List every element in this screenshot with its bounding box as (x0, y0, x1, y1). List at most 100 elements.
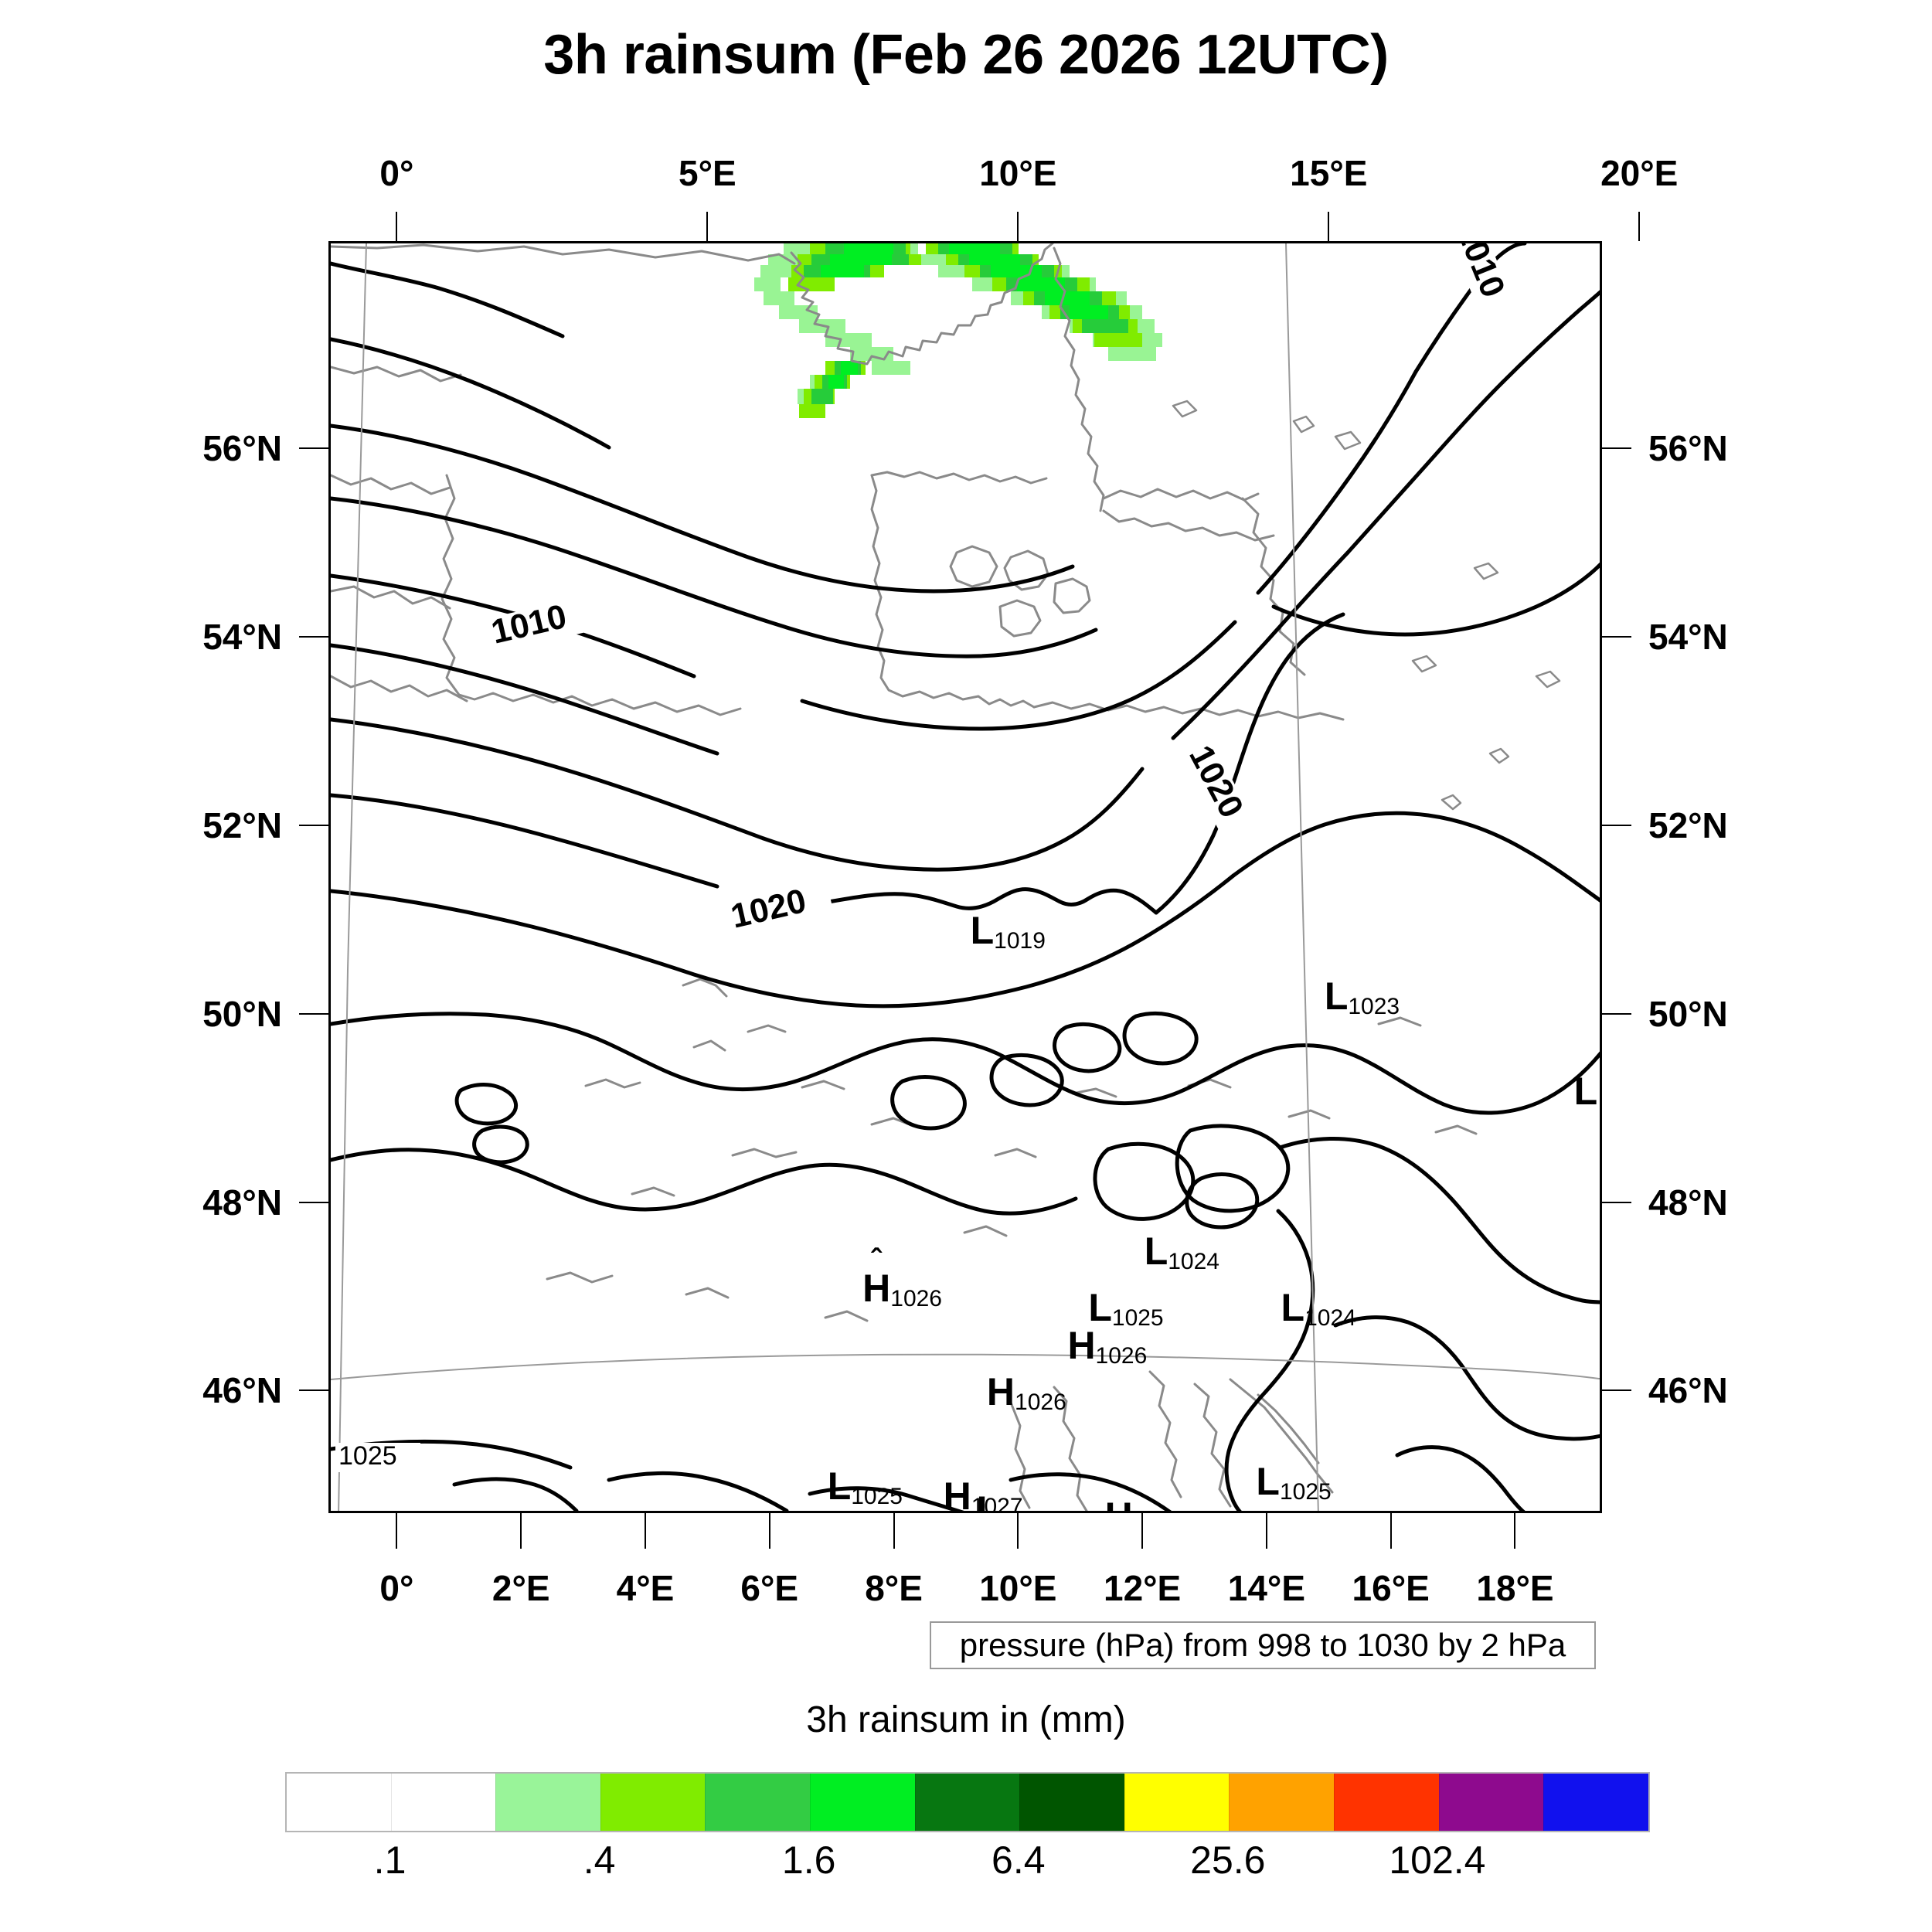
lon-label-bottom: 16°E (1352, 1568, 1430, 1608)
colorbar-segment-11 (1438, 1774, 1544, 1831)
lon-tick-bottom (1514, 1513, 1516, 1549)
pressure-centre-h-1027: H1027 (943, 1474, 1023, 1513)
colorbar-segment-1 (390, 1774, 496, 1831)
pressure-centre-l-1024: L1024 (1144, 1229, 1219, 1274)
pressure-centre-h-1026: H1026 (1067, 1323, 1148, 1369)
lat-label-right: 54°N (1648, 617, 1728, 658)
lon-tick-bottom (1017, 1513, 1019, 1549)
lat-label-right: 46°N (1648, 1370, 1728, 1411)
colorbar-segment-7 (1019, 1774, 1124, 1831)
pressure-centre-h-1026: ̂H1026 (862, 1267, 943, 1312)
colorbar-segment-8 (1124, 1774, 1230, 1831)
pressure-centre-h-1026: H1026 (986, 1370, 1066, 1416)
lat-label-left: 52°N (202, 804, 282, 845)
colorbar-segment-0 (287, 1774, 391, 1831)
lat-label-left: 50°N (202, 993, 282, 1034)
colorbar-segment-12 (1543, 1774, 1648, 1831)
pressure-centre-l-1027: L1027 (976, 1488, 1052, 1513)
lat-label-right: 48°N (1648, 1182, 1728, 1223)
lat-tick-left (299, 824, 328, 826)
pressure-centre-l-1023: L1023 (1324, 975, 1400, 1020)
lon-tick-bottom (396, 1513, 398, 1549)
pressure-centre-l-1025: L1025 (1256, 1460, 1332, 1505)
colorbar-segment-2 (495, 1774, 600, 1831)
colorbar-segment-6 (914, 1774, 1020, 1831)
colorbar-segment-4 (705, 1774, 811, 1831)
lat-tick-left (299, 1389, 328, 1392)
lon-label-bottom: 18°E (1476, 1568, 1554, 1608)
lat-tick-right (1602, 824, 1631, 826)
lat-label-left: 48°N (202, 1182, 282, 1223)
colorbar-title: 3h rainsum in (mm) (806, 1699, 1126, 1740)
colorbar-label: .1 (373, 1838, 406, 1882)
colorbar-label: 102.4 (1389, 1838, 1486, 1882)
lat-tick-right (1602, 636, 1631, 638)
lon-tick-bottom (1265, 1513, 1267, 1549)
lon-label-bottom: 2°E (492, 1568, 550, 1608)
map-canvas: 1010 1010 1020 1020 (331, 243, 1600, 1511)
lon-label-bottom: 12°E (1103, 1568, 1182, 1608)
lon-label-bottom: 8°E (865, 1568, 923, 1608)
colorbar-label: 25.6 (1190, 1838, 1266, 1882)
lat-tick-left (299, 1012, 328, 1015)
lon-label-bottom: 14°E (1227, 1568, 1306, 1608)
lat-tick-right (1602, 447, 1631, 450)
lat-tick-left (299, 447, 328, 450)
lat-label-right: 50°N (1648, 993, 1728, 1034)
colorbar-segment-9 (1229, 1774, 1335, 1831)
lon-tick-bottom (1389, 1513, 1392, 1549)
lon-label-top: 15°E (1290, 153, 1368, 193)
pressure-legend-box: pressure (hPa) from 998 to 1030 by 2 hPa (930, 1621, 1596, 1669)
lat-tick-right (1602, 1201, 1631, 1203)
lat-tick-right (1602, 1389, 1631, 1392)
pressure-centre-l-1024: L1024 (1281, 1285, 1356, 1331)
lon-tick-top (706, 212, 709, 241)
lat-tick-left (299, 1201, 328, 1203)
pressure-centre-l-1019: L1019 (970, 909, 1046, 954)
lon-label-bottom: 10°E (979, 1568, 1057, 1608)
map-plot-area[interactable]: 1010 1010 1020 1020 (328, 241, 1602, 1513)
lon-label-bottom: 4°E (616, 1568, 675, 1608)
pressure-centre-layer: L1019L1023L1024L1024L1025̂H1026H1026H102… (331, 243, 1600, 1513)
lon-tick-bottom (768, 1513, 770, 1549)
colorbar-label: 6.4 (992, 1838, 1046, 1882)
lon-label-top: 10°E (979, 153, 1057, 193)
lon-tick-top (1017, 212, 1019, 241)
lat-label-left: 46°N (202, 1370, 282, 1411)
lon-label-top: 5°E (679, 153, 736, 193)
lat-label-left: 56°N (202, 428, 282, 469)
colorbar[interactable] (285, 1772, 1650, 1832)
pressure-centre-l-1025: L1025 (827, 1464, 903, 1510)
lon-tick-top (396, 212, 398, 241)
lon-tick-top (1638, 212, 1641, 241)
lon-tick-bottom (644, 1513, 646, 1549)
lat-label-right: 52°N (1648, 804, 1728, 845)
lon-label-top: 20°E (1600, 153, 1679, 193)
lat-tick-right (1602, 1012, 1631, 1015)
pressure-centre-l: L (1573, 1070, 1598, 1114)
lat-label-right: 56°N (1648, 428, 1728, 469)
lon-tick-top (1328, 212, 1330, 241)
colorbar-segment-10 (1334, 1774, 1439, 1831)
colorbar-segment-3 (600, 1774, 706, 1831)
coastline-layer (331, 243, 1561, 1511)
isobar-contours (331, 243, 1600, 1511)
lon-label-bottom: 0° (379, 1568, 414, 1608)
colorbar-segment-5 (810, 1774, 915, 1831)
colorbar-label: 1.6 (781, 1838, 836, 1882)
pressure-centre-h-1027: H1027 (1105, 1494, 1185, 1511)
colorbar-label: .4 (583, 1838, 616, 1882)
pressure-centre-l-1025: L1025 (1088, 1285, 1164, 1331)
lon-label-top: 0° (379, 153, 414, 193)
svg-text:1025: 1025 (338, 1441, 397, 1471)
lon-tick-bottom (520, 1513, 522, 1549)
colorbar-tick-labels: .1 .4 1.6 6.4 25.6 102.4 (285, 1838, 1647, 1892)
lon-tick-bottom (893, 1513, 895, 1549)
lon-tick-bottom (1141, 1513, 1144, 1549)
precipitation-shading (754, 243, 1162, 418)
lat-label-left: 54°N (202, 617, 282, 658)
lat-tick-left (299, 636, 328, 638)
lon-label-bottom: 6°E (740, 1568, 799, 1608)
page-title: 3h rainsum (Feb 26 2026 12UTC) (543, 24, 1389, 86)
